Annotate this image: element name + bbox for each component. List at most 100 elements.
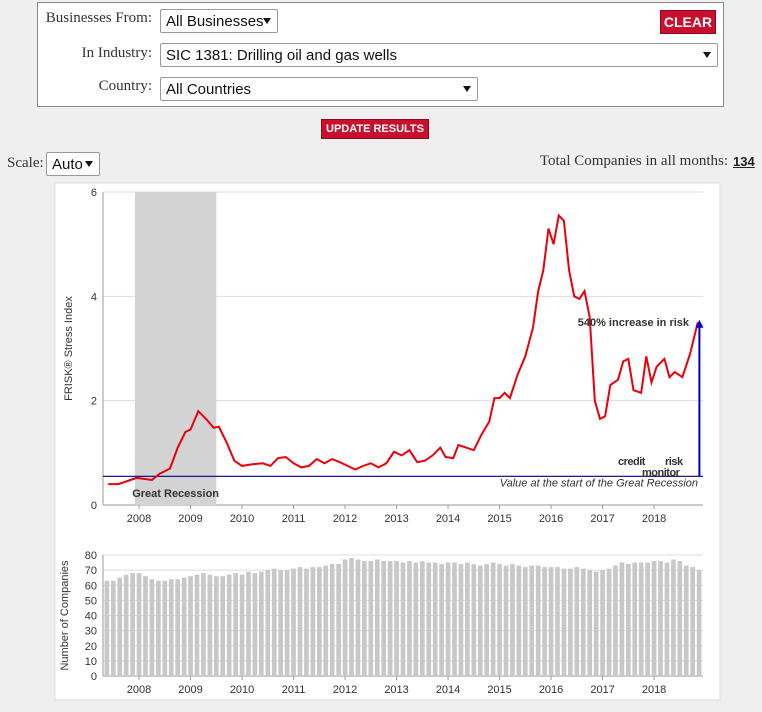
- businesses-select[interactable]: All Businesses: [160, 9, 278, 33]
- label: Total Companies in all months:: [539, 153, 728, 169]
- bar: [580, 568, 586, 676]
- y-tick-label: 0: [91, 671, 97, 683]
- bar: [207, 574, 213, 676]
- x-tick-label: 2009: [178, 684, 202, 696]
- y-tick-label: 60: [85, 580, 97, 592]
- bar: [632, 562, 638, 676]
- x-tick-label: 2016: [539, 513, 563, 525]
- bar: [297, 567, 303, 676]
- bar: [600, 570, 605, 676]
- bar: [542, 567, 547, 676]
- recession-shade: [134, 192, 217, 505]
- x-tick-label: 2014: [436, 513, 460, 525]
- total-link[interactable]: 134: [733, 154, 755, 169]
- x-tick-label: 2013: [384, 513, 408, 525]
- y-tick-label: 70: [85, 565, 97, 577]
- country-select[interactable]: All Countries: [160, 77, 478, 101]
- x-tick-label: 2010: [230, 684, 254, 696]
- bar: [162, 580, 168, 676]
- bar: [587, 570, 593, 676]
- bar: [168, 579, 174, 676]
- bar: [574, 567, 580, 676]
- y-tick-label: 0: [91, 500, 97, 512]
- bar: [452, 562, 457, 676]
- bar: [619, 562, 625, 676]
- y-tick-label: 4: [91, 291, 97, 303]
- bar: [368, 561, 374, 676]
- bar: [194, 574, 200, 676]
- bar: [522, 567, 528, 676]
- bar: [130, 573, 135, 676]
- y-axis-title: FRISK® Stress Index: [63, 296, 75, 401]
- bar: [271, 568, 277, 676]
- bar: [104, 580, 110, 676]
- clear-button[interactable]: CLEAR: [660, 10, 716, 34]
- label: Businesses From:: [45, 10, 152, 26]
- bar: [471, 564, 477, 676]
- bar: [477, 565, 483, 676]
- bar: [490, 562, 496, 676]
- bar: [387, 561, 393, 676]
- x-tick-label: 2018: [642, 684, 666, 696]
- label: In Industry:: [81, 45, 152, 61]
- bar: [671, 559, 676, 676]
- x-tick-label: 2011: [282, 513, 306, 525]
- bar: [143, 576, 148, 676]
- bar: [645, 562, 650, 676]
- bar: [220, 576, 226, 676]
- bar: [516, 565, 522, 676]
- x-tick-label: 2015: [487, 684, 511, 696]
- x-tick-label: 2015: [487, 513, 511, 525]
- x-tick-label: 2009: [178, 513, 202, 525]
- update-button[interactable]: UPDATE RESULTS: [321, 119, 429, 139]
- bar: [136, 573, 142, 676]
- logo-monitor: monitor: [642, 467, 681, 479]
- bar: [265, 570, 271, 676]
- x-tick-label: 2017: [590, 513, 614, 525]
- bar: [413, 562, 419, 676]
- select-arrow: [703, 52, 711, 58]
- label: Scale:: [7, 155, 44, 171]
- bar: [233, 573, 238, 676]
- industry-select[interactable]: SIC 1381: Drilling oil and gas wells: [160, 43, 718, 67]
- select-arrow: [263, 18, 271, 24]
- select-arrow: [463, 86, 471, 92]
- bar: [664, 562, 670, 676]
- bar: [658, 561, 663, 676]
- bar: [568, 568, 573, 676]
- scale-select[interactable]: Auto: [46, 152, 100, 176]
- bar: [323, 565, 329, 676]
- arrow-head: [695, 319, 704, 328]
- x-tick-label: 2010: [230, 513, 254, 525]
- bar: [252, 573, 258, 676]
- bar: [426, 562, 432, 676]
- bar: [201, 573, 206, 676]
- bar: [117, 577, 123, 676]
- bar: [555, 567, 560, 676]
- y-tick-label: 80: [85, 550, 97, 562]
- bar: [336, 564, 341, 676]
- bar: [690, 567, 696, 676]
- bar: [278, 570, 284, 676]
- x-tick-label: 2012: [333, 513, 357, 525]
- bar: [593, 571, 599, 676]
- bar: [284, 570, 290, 676]
- bar: [503, 565, 509, 676]
- bar: [149, 579, 155, 676]
- bar: [175, 579, 181, 676]
- select-value: All Businesses: [166, 13, 264, 30]
- bar: [349, 558, 354, 676]
- bar: [181, 577, 187, 676]
- bar: [394, 561, 399, 676]
- x-tick-label: 2016: [539, 684, 563, 696]
- select-value: All Countries: [166, 81, 252, 98]
- bar: [625, 564, 631, 676]
- y-tick-label: 20: [85, 641, 97, 653]
- bar: [606, 568, 612, 676]
- select-arrow: [85, 161, 93, 167]
- bar: [445, 562, 451, 676]
- bar: [355, 559, 361, 676]
- bar: [677, 561, 683, 676]
- x-tick-label: 2018: [642, 513, 666, 525]
